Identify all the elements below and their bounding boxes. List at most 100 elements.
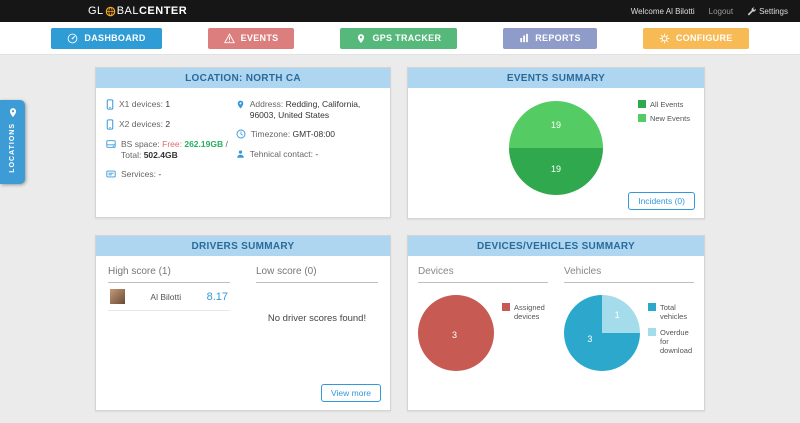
legend-label: Overdue for download [660,328,693,355]
legend-swatch [637,114,646,122]
low-score-header: Low score (0) [256,266,378,283]
logo-text-mid: BAL [116,5,139,17]
location-pin-icon [9,108,16,117]
top-bar-actions: Welcome Al Bilotti Logout Settings [631,7,788,16]
services-row: Services: - [106,169,236,180]
vehicles-legend: Total vehicles Overdue for download [648,303,694,355]
bs-space-row: BS space: Free: 262.19GB / Total: 502.4G… [106,139,236,160]
devices-header: Devices [418,266,548,283]
nav-gps-tracker-label: GPS TRACKER [372,33,442,43]
driver-avatar [110,289,125,304]
settings-label: Settings [759,6,788,16]
location-panel-title: LOCATION: NORTH CA [96,68,390,88]
pin-icon [358,33,365,43]
dashboard-content: LOCATIONS LOCATION: NORTH CA X1 devices:… [0,55,800,423]
devices-panel-title: DEVICES/VEHICLES SUMMARY [408,236,704,256]
vehicles-pie-value-overdue: 1 [614,309,620,320]
technical-contact-row: Tehnical contact: - [236,149,382,160]
vehicles-pie-value-total: 3 [587,334,593,345]
drivers-summary-panel: DRIVERS SUMMARY High score (1) Al Bilott… [95,235,391,411]
vehicles-header: Vehicles [564,266,694,283]
legend-label: Total vehicles [660,303,688,321]
main-nav: DASHBOARD EVENTS GPS TRACKER REPORTS CON… [0,22,800,55]
devices-pie-chart: 3 [418,295,494,371]
driver-name: Al Bilotti [150,291,182,302]
legend-item-assigned-devices: Assigned devices [502,303,548,321]
view-more-button[interactable]: View more [321,384,381,402]
events-panel-title: EVENTS SUMMARY [408,68,704,88]
driver-row[interactable]: Al Bilotti 8.17 [108,283,230,311]
legend-swatch [637,100,646,108]
incidents-button[interactable]: Incidents (0) [628,192,695,210]
legend-label: Assigned devices [514,303,545,321]
nav-reports-button[interactable]: REPORTS [503,27,597,49]
clock-icon [236,129,246,139]
events-pie-value-new: 19 [550,120,562,131]
nav-events-label: EVENTS [240,33,279,43]
services-icon [106,170,116,178]
logo-text-suffix: CENTER [138,5,188,17]
locations-tab[interactable]: LOCATIONS [0,100,25,184]
services-value: - [158,169,162,180]
drivers-panel-title: DRIVERS SUMMARY [96,236,390,256]
events-summary-panel: EVENTS SUMMARY 19 19 All Events New Even… [407,67,705,219]
vehicles-half: Vehicles 3 1 Total vehicles Overdue f [564,266,694,400]
x1-devices-value: 1 [165,99,171,109]
address-value: Redding, California, 96003, United State… [249,99,361,120]
x1-devices-row: X1 devices: 1 [106,99,236,110]
top-bar: GL BAL CENTER Welcome Al Bilotti Logout S… [0,0,800,22]
device-icon [106,99,114,110]
technical-contact-label: Tehnical contact: [249,148,314,159]
nav-reports-label: REPORTS [535,33,581,43]
address-pin-icon [237,100,243,109]
locations-tab-label: LOCATIONS [9,123,16,173]
wrench-icon [747,7,756,15]
legend-item-all-events: All Events [637,100,690,109]
nav-dashboard-button[interactable]: DASHBOARD [51,27,162,49]
logo: GL BAL CENTER [88,5,187,17]
x2-devices-row: X2 devices: 2 [106,119,236,130]
warning-icon [223,32,235,43]
devices-half: Devices 3 Assigned devices [418,266,548,400]
no-scores-message: No driver scores found! [267,313,367,324]
bs-space-label: BS space: [121,139,160,149]
services-label: Services: [121,169,156,180]
events-pie-value-all: 19 [550,163,562,174]
logout-link[interactable]: Logout [708,6,734,16]
driver-score: 8.17 [206,290,228,303]
nav-events-button[interactable]: EVENTS [207,27,295,49]
vehicles-pie-chart: 3 1 [564,295,640,371]
address-row: Address: Redding, California, 96003, Uni… [236,99,382,120]
storage-icon [106,140,116,148]
globe-icon [105,6,115,16]
nav-configure-button[interactable]: CONFIGURE [642,27,749,49]
devices-pie-value: 3 [451,329,457,340]
technical-contact-value: - [315,148,319,159]
logo-text-prefix: GL [88,5,104,17]
low-score-column: Low score (0) No driver scores found! [256,266,378,400]
nav-configure-label: CONFIGURE [675,33,733,43]
device-icon [106,119,114,130]
nav-gps-tracker-button[interactable]: GPS TRACKER [340,27,458,49]
legend-swatch [648,303,656,311]
person-icon [236,150,244,158]
bs-free-label: Free: [162,139,182,149]
bs-free-value: 262.19GB [184,139,224,149]
devices-legend: Assigned devices [502,303,548,321]
address-label: Address: [249,99,284,109]
settings-button[interactable]: Settings [747,7,788,16]
events-pie-chart: 19 19 [509,101,603,195]
timezone-label: Timezone: [250,129,291,140]
legend-label: New Events [649,114,690,123]
welcome-text: Welcome Al Bilotti [630,6,695,16]
legend-swatch [648,328,656,336]
bs-total-value: 502.4GB [143,149,178,160]
gear-icon [659,33,670,43]
nav-dashboard-label: DASHBOARD [84,33,146,43]
legend-swatch [502,303,510,311]
location-panel: LOCATION: NORTH CA X1 devices: 1 X2 devi… [95,67,391,218]
bar-chart-icon [520,33,529,43]
bs-total-label: / Total: [121,139,228,160]
legend-label: All Events [649,100,684,109]
high-score-column: High score (1) Al Bilotti 8.17 [108,266,230,400]
